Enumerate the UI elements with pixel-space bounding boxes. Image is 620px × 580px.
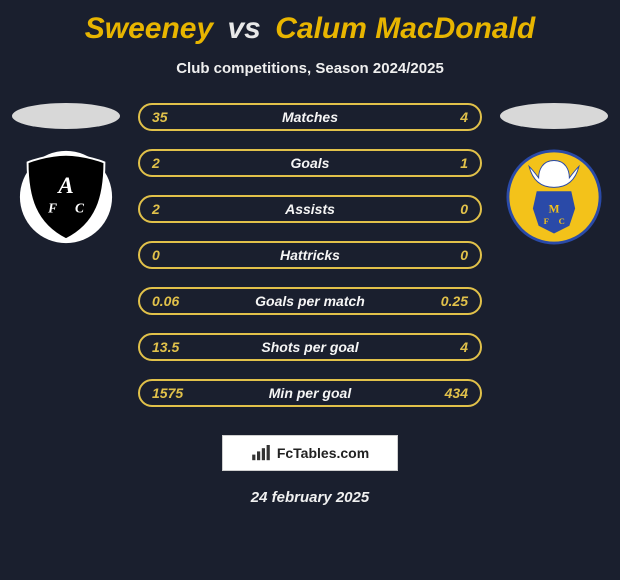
svg-text:C: C <box>559 216 565 226</box>
club-a-badge: A F C <box>18 149 114 245</box>
stat-left-value: 35 <box>152 109 168 125</box>
stat-row: 35 Matches 4 <box>138 103 482 131</box>
stat-label: Min per goal <box>269 385 351 401</box>
stat-right-value: 4 <box>460 109 468 125</box>
player-a-name: Sweeney <box>85 12 213 45</box>
svg-text:M: M <box>549 203 560 215</box>
stat-left-value: 2 <box>152 155 160 171</box>
stat-row: 2 Goals 1 <box>138 149 482 177</box>
svg-text:F: F <box>544 216 549 226</box>
brand-chart-icon <box>251 445 271 461</box>
player-a-photo-placeholder <box>12 103 120 129</box>
stat-row: 1575 Min per goal 434 <box>138 379 482 407</box>
content-area: A F C M F C 35 Matches 4 2 Goals <box>0 103 620 407</box>
svg-text:A: A <box>56 172 73 198</box>
stat-label: Matches <box>282 109 338 125</box>
stat-right-value: 0 <box>460 247 468 263</box>
stat-row: 0.06 Goals per match 0.25 <box>138 287 482 315</box>
vs-label: vs <box>228 12 261 45</box>
subtitle: Club competitions, Season 2024/2025 <box>0 60 620 77</box>
stat-right-value: 1 <box>460 155 468 171</box>
club-b-badge: M F C <box>506 149 602 245</box>
stat-left-value: 0 <box>152 247 160 263</box>
left-column: A F C <box>6 103 126 245</box>
stat-right-value: 0 <box>460 201 468 217</box>
brand-text: FcTables.com <box>277 445 369 461</box>
stat-row: 0 Hattricks 0 <box>138 241 482 269</box>
stat-left-value: 2 <box>152 201 160 217</box>
stat-left-value: 13.5 <box>152 339 179 355</box>
svg-text:F: F <box>47 200 57 215</box>
stat-left-value: 1575 <box>152 385 183 401</box>
stat-row: 2 Assists 0 <box>138 195 482 223</box>
stat-label: Goals <box>291 155 330 171</box>
svg-text:C: C <box>75 200 85 215</box>
stat-left-value: 0.06 <box>152 293 179 309</box>
player-b-name: Calum MacDonald <box>275 12 535 45</box>
stat-label: Hattricks <box>280 247 340 263</box>
right-column: M F C <box>494 103 614 245</box>
stat-right-value: 0.25 <box>441 293 468 309</box>
stat-label: Assists <box>285 201 335 217</box>
stats-list: 35 Matches 4 2 Goals 1 2 Assists 0 0 Hat… <box>138 103 482 407</box>
stat-row: 13.5 Shots per goal 4 <box>138 333 482 361</box>
brand-badge: FcTables.com <box>222 435 398 471</box>
player-b-photo-placeholder <box>500 103 608 129</box>
stat-label: Shots per goal <box>261 339 358 355</box>
stat-label: Goals per match <box>255 293 365 309</box>
date-label: 24 february 2025 <box>0 489 620 506</box>
stat-right-value: 434 <box>445 385 468 401</box>
comparison-title: Sweeney vs Calum MacDonald <box>0 0 620 46</box>
stat-right-value: 4 <box>460 339 468 355</box>
